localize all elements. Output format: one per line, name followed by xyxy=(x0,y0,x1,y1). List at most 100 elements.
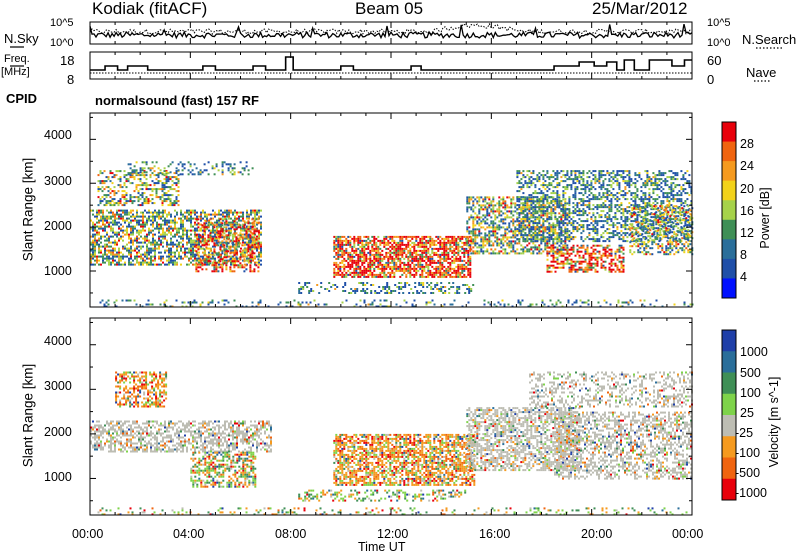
heatmap-cell xyxy=(233,167,236,170)
heatmap-cell xyxy=(512,198,515,201)
heatmap-cell xyxy=(468,198,471,201)
heatmap-cell xyxy=(209,256,212,259)
heatmap-cell xyxy=(229,246,232,249)
heatmap-cell xyxy=(349,241,352,244)
heatmap-cell xyxy=(441,275,444,278)
heatmap-cell xyxy=(156,241,158,244)
heatmap-cell xyxy=(213,173,216,176)
heatmap-cell xyxy=(564,236,567,239)
heatmap-cell xyxy=(154,241,156,244)
heatmap-cell xyxy=(151,172,154,175)
heatmap-cell xyxy=(572,244,575,247)
heatmap-cell xyxy=(385,273,388,276)
heatmap-cell xyxy=(381,241,384,244)
heatmap-cell xyxy=(502,252,505,255)
heatmap-cell xyxy=(242,223,244,226)
heatmap-cell xyxy=(469,269,472,272)
heatmap-cell xyxy=(155,161,158,164)
heatmap-cell xyxy=(574,268,577,271)
heatmap-cell xyxy=(482,220,485,223)
heatmap-cell xyxy=(476,220,479,223)
heatmap-cell xyxy=(528,170,531,173)
heatmap-cell xyxy=(190,257,192,260)
heatmap-cell xyxy=(536,240,539,243)
heatmap-cell xyxy=(238,245,240,248)
heatmap-cell xyxy=(391,267,394,270)
heatmap-cell xyxy=(189,165,192,168)
heatmap-cell xyxy=(570,246,573,249)
heatmap-cell xyxy=(192,247,194,250)
heatmap-cell xyxy=(170,213,172,216)
heatmap-cell xyxy=(536,210,539,213)
heatmap-cell xyxy=(116,213,118,216)
heatmap-cell xyxy=(562,264,565,267)
heatmap-cell xyxy=(364,292,367,294)
heatmap-cell xyxy=(556,192,559,195)
heatmap-cell xyxy=(516,230,519,233)
heatmap-cell xyxy=(461,251,464,254)
heatmap-cell xyxy=(197,226,200,229)
heatmap-cell xyxy=(155,190,158,193)
heatmap-cell xyxy=(209,260,212,263)
heatmap-cell xyxy=(107,202,110,205)
heatmap-cell xyxy=(110,217,112,220)
heatmap-cell xyxy=(556,224,559,227)
heatmap-cell xyxy=(176,247,178,250)
heatmap-cell xyxy=(173,172,176,175)
heatmap-cell xyxy=(395,261,398,264)
heatmap-cell xyxy=(518,172,521,175)
heatmap-cell xyxy=(306,286,309,288)
heatmap-cell xyxy=(530,204,533,207)
heatmap-cell xyxy=(224,253,226,256)
heatmap-cell xyxy=(171,204,174,207)
heatmap-cell xyxy=(532,196,535,199)
heatmap-cell xyxy=(335,271,338,274)
heatmap-cell xyxy=(538,222,541,225)
heatmap-cell xyxy=(363,247,366,250)
heatmap-cell xyxy=(251,236,254,239)
heatmap-cell xyxy=(233,260,236,263)
heatmap-cell xyxy=(256,261,258,264)
heatmap-cell xyxy=(94,249,96,252)
heatmap-cell xyxy=(104,245,106,248)
heatmap-cell xyxy=(385,267,388,270)
heatmap-cell xyxy=(391,271,394,274)
heatmap-cell xyxy=(256,243,258,246)
heatmap-cell xyxy=(210,253,212,256)
heatmap-cell xyxy=(229,234,232,237)
heatmap-cell xyxy=(554,206,557,209)
heatmap-cell xyxy=(118,239,120,242)
heatmap-cell xyxy=(492,232,495,235)
heatmap-cell xyxy=(516,252,519,255)
heatmap-cell xyxy=(118,249,120,252)
heatmap-cell xyxy=(206,255,208,258)
heatmap-cell xyxy=(214,257,216,260)
heatmap-cell xyxy=(165,171,168,174)
heatmap-cell xyxy=(498,250,501,253)
heatmap-cell xyxy=(357,273,360,276)
heatmap-cell xyxy=(215,262,218,265)
heatmap-cell xyxy=(355,269,358,272)
heatmap-cell xyxy=(488,202,491,205)
heatmap-cell xyxy=(492,224,495,227)
heatmap-cell xyxy=(620,246,623,249)
heatmap-cell xyxy=(610,262,613,265)
heatmap-cell xyxy=(214,235,216,238)
heatmap-cell xyxy=(562,192,565,195)
heatmap-cell xyxy=(363,267,366,270)
heatmap-cell xyxy=(208,229,210,232)
heatmap-cell xyxy=(566,250,569,253)
heatmap-cell xyxy=(594,256,597,259)
heatmap-cell xyxy=(233,232,236,235)
heatmap-cell xyxy=(494,216,497,219)
heatmap-cell xyxy=(538,234,541,237)
heatmap-cell xyxy=(522,236,525,239)
heatmap-cell xyxy=(386,284,389,286)
heatmap-cell xyxy=(466,196,469,199)
heatmap-cell xyxy=(168,257,170,260)
heatmap-cell xyxy=(198,239,200,242)
heatmap-cell xyxy=(100,227,102,230)
heatmap-cell xyxy=(138,255,140,258)
heatmap-cell xyxy=(522,224,525,227)
heatmap-cell xyxy=(393,273,396,276)
